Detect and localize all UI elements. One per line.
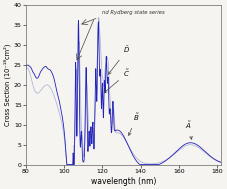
Text: $\tilde{B}$: $\tilde{B}$ (128, 112, 140, 136)
Text: $\tilde{A}$: $\tilde{A}$ (185, 119, 192, 139)
Text: nd Rydberg state series: nd Rydberg state series (102, 10, 165, 15)
Text: $\tilde{C}$: $\tilde{C}$ (104, 68, 130, 93)
Y-axis label: Cross Section (10⁻¹⁸cm²): Cross Section (10⁻¹⁸cm²) (3, 44, 11, 126)
X-axis label: wavelength (nm): wavelength (nm) (91, 177, 156, 186)
Text: $\bar{D}$: $\bar{D}$ (109, 45, 131, 74)
